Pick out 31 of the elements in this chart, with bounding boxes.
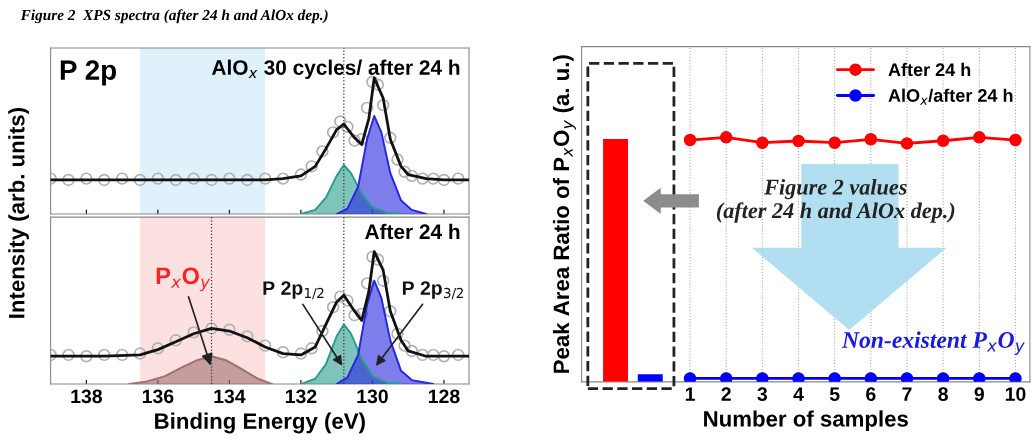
text: After 24 h [365, 223, 460, 240]
x-tick-label: 132 [285, 389, 317, 404]
annotation: P$_{x}$O$_{y}$ [156, 267, 211, 292]
x-tick-label: 6 [866, 387, 876, 401]
x-tick-label: 9 [974, 387, 984, 401]
x-tick-label: 136 [142, 389, 174, 404]
x-tick-label: 3 [757, 387, 768, 402]
x-tick-label: 138 [71, 389, 102, 404]
x-axis-title: Binding Energy (eV) [155, 412, 365, 434]
x-tick-label: 7 [902, 387, 912, 401]
x-axis-title: Number of samples [704, 410, 908, 432]
annotation: Non-existent P$_{x}$O$_{y}$ [841, 331, 1025, 356]
x-tick-label: 4 [793, 387, 804, 401]
x-tick-label: 128 [428, 389, 460, 404]
legend-label: AlO$_{x}$/after 24 h [888, 88, 1013, 105]
x-tick-label: 134 [214, 389, 246, 404]
y-axis-title: Peak Area Ratio of P$_{x}$O$_{y}$ (a. u.) [552, 55, 576, 373]
annotation: P 2p [60, 60, 117, 86]
x-tick-label: 130 [357, 389, 388, 404]
annotation: P 2p$_{3/2}$ [402, 281, 463, 300]
x-tick-label: 8 [938, 387, 948, 401]
legend-label: After 24 h [888, 62, 971, 77]
x-tick-label: 1 [685, 387, 695, 401]
x-tick-label: 5 [829, 387, 840, 401]
y-axis-title: Intensity (arb. units) [8, 108, 29, 318]
x-tick-label: 2 [721, 387, 731, 401]
annotation: P 2p$_{1/2}$ [263, 281, 324, 300]
chart-title: Figure 2 XPS spectra (after 24 h and AlOx dep.) [20, 9, 328, 24]
annotation: Figure 2 values (after 24 h and AlOx dep.) [716, 178, 955, 223]
x-tick-label: 10 [1005, 387, 1026, 401]
annotation: AlO$_{x}$ 30 cycles/ after 24 h [211, 59, 460, 79]
